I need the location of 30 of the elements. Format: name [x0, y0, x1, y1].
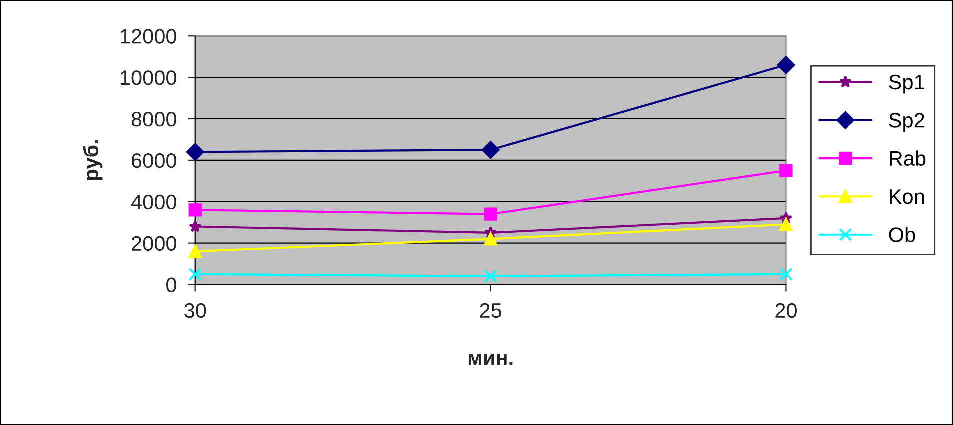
- legend-label: Ob: [889, 227, 916, 242]
- point: [188, 204, 202, 217]
- x-tick-label: 25: [480, 303, 502, 318]
- y-tick-label: 4000: [131, 194, 176, 210]
- point: [780, 268, 793, 281]
- point: [188, 245, 202, 258]
- legend-label: Rab: [890, 150, 926, 166]
- legend-label: Sp1: [889, 74, 924, 94]
- point: [484, 270, 498, 284]
- y-axis-title: руб.: [83, 140, 103, 180]
- point: [484, 208, 498, 221]
- point: [780, 164, 793, 178]
- point: [777, 56, 796, 74]
- x-tick-label: 30: [184, 303, 206, 318]
- legend-label: Kon: [890, 190, 924, 204]
- y-tick-label: 10000: [120, 70, 176, 86]
- point: [189, 220, 202, 232]
- x-axis-title: мин.: [468, 354, 513, 366]
- point: [188, 268, 202, 281]
- point: [780, 218, 793, 232]
- y-tick-label: 0: [166, 278, 176, 293]
- point: [186, 143, 204, 162]
- y-tick-label: 6000: [132, 153, 176, 168]
- y-tick-label: 8000: [132, 112, 176, 127]
- y-tick-label: 12000: [120, 29, 176, 44]
- point: [484, 232, 498, 246]
- x-tick-label: 20: [776, 303, 797, 318]
- legend-label: Sp2: [889, 113, 924, 132]
- point: [482, 141, 500, 159]
- y-tick-label: 2000: [132, 236, 176, 252]
